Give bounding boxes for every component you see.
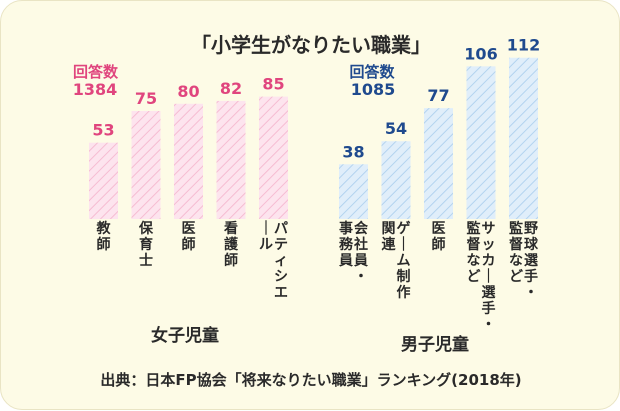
boys-bar-1 [339,164,368,219]
boys-category-label-5-col-1: 野球選手・ [524,221,539,301]
girls-category-label-1-col-1: 教師 [97,220,112,253]
boys-value-label-5: 112 [507,36,540,55]
girls-category-label-4-col-1: 看護師 [223,220,239,269]
girls-category-label-5-col-2: ｜ル [259,220,273,253]
boys-category-label-5-col-2: 監督など [509,220,523,285]
boys-category-label-2-col-1: ゲ｜ム制作 [397,220,411,301]
girls-category-label-2-col-1: 保育士 [138,220,154,269]
girls-value-label-1: 53 [92,121,114,140]
girls-count-label: 回答数 [73,63,119,81]
boys-count-label: 回答数 [349,63,395,81]
girls-value-label-5: 85 [262,75,284,94]
girls-bar-5 [259,96,288,219]
boys-bar-4 [466,66,496,219]
boys-bar-2 [381,141,411,219]
boys-category-label-4-col-1: サッカ｜選手・ [482,221,496,333]
boys-category-label-3-col-1: 医師 [432,221,446,253]
girls-bar-2 [131,111,161,219]
boys-category-label-1-col-1: 会社員・ [353,220,369,285]
girls-group-label: 女子児童 [151,326,219,346]
boys-category-label-2-col-2: 関連 [382,221,397,253]
boys-bar-5 [509,57,538,219]
girls-count-value: 1384 [72,80,118,99]
boys-value-label-4: 106 [464,44,497,63]
girls-value-label-2: 75 [135,89,157,108]
boys-value-label-3: 77 [427,86,449,105]
boys-category-label-4-col-2: 監督など [467,220,481,285]
source-note: 出典：日本FP協会「将来なりたい職業」ランキング(2018年) [100,371,522,389]
boys-bar-3 [424,108,453,219]
girls-category-label-3-col-1: 医師 [182,221,196,253]
boys-value-label-1: 38 [342,142,364,161]
boys-count-value: 1085 [350,80,396,99]
boys-category-label-1-col-2: 事務員 [338,220,354,269]
chart-title: 「小学生がなりたい職業」 [191,33,431,57]
boys-group-label: 男子児童 [401,335,469,355]
girls-value-label-3: 80 [177,82,199,101]
girls-value-label-4: 82 [220,79,242,98]
boys-value-label-2: 54 [385,119,407,138]
girls-bar-4 [216,100,246,219]
girls-category-label-5-col-1: パティシエ [274,221,288,301]
girls-bar-3 [174,103,203,219]
girls-bar-1 [89,142,118,219]
